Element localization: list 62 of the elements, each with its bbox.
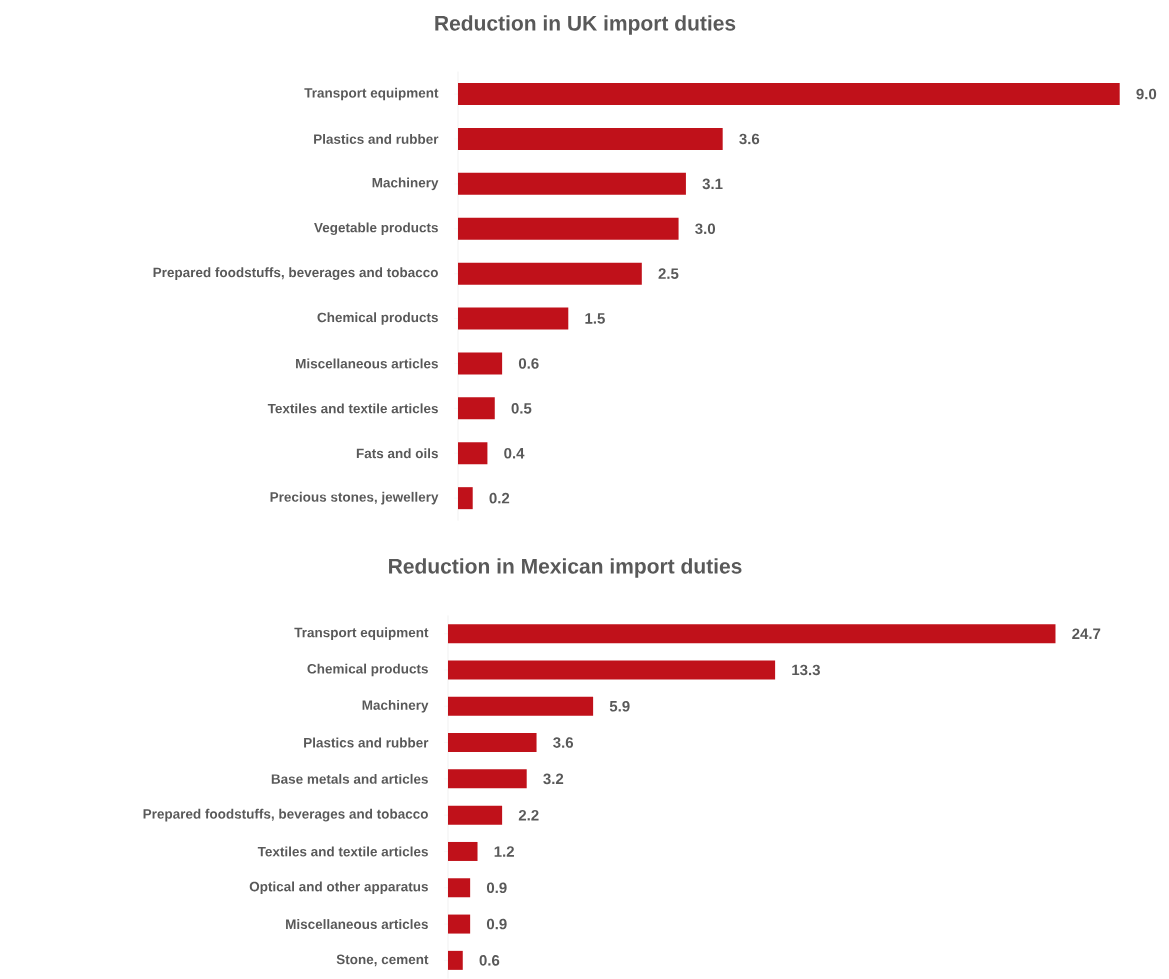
data-label: 0.6 bbox=[518, 358, 539, 369]
bar bbox=[458, 442, 488, 465]
data-label: 3.2 bbox=[543, 773, 564, 785]
bar bbox=[448, 769, 527, 789]
y-tick-label: Chemical products bbox=[307, 663, 428, 677]
bar bbox=[458, 217, 679, 240]
y-tick-label: Miscellaneous articles bbox=[286, 919, 428, 930]
bar bbox=[448, 660, 776, 680]
data-label: 0.9 bbox=[486, 918, 507, 930]
data-label: 1.2 bbox=[494, 846, 514, 857]
y-tick-label: Textiles and textile articles bbox=[257, 846, 428, 857]
data-label: 13.3 bbox=[792, 664, 820, 676]
data-label: 3.1 bbox=[702, 178, 723, 190]
bar bbox=[458, 83, 1120, 106]
data-label: 2.5 bbox=[658, 268, 679, 279]
y-tick-label: Textiles and textile articles bbox=[267, 403, 438, 414]
bar bbox=[448, 805, 503, 825]
data-label: 24.7 bbox=[1072, 628, 1101, 639]
data-label: 0.2 bbox=[489, 492, 510, 504]
y-tick-label: Vegetable products bbox=[314, 222, 438, 236]
y-tick-label: Prepared foodstuffs, beverages and tobacco bbox=[143, 808, 428, 822]
bar bbox=[458, 307, 569, 330]
y-tick-label: Prepared foodstuffs, beverages and tobacco bbox=[153, 267, 438, 280]
chart-title: Reduction in UK import duties bbox=[435, 15, 736, 35]
y-tick-label: Machinery bbox=[362, 699, 429, 713]
y-tick-label: Plastics and rubber bbox=[314, 134, 439, 144]
y-tick-label: Fats and oils bbox=[356, 448, 438, 459]
data-label: 0.4 bbox=[504, 447, 525, 459]
bar bbox=[448, 841, 478, 861]
bar bbox=[448, 733, 537, 753]
y-tick-label: Transport equipment bbox=[294, 627, 429, 640]
data-label: 0.9 bbox=[486, 882, 507, 894]
bar bbox=[458, 262, 642, 285]
bar bbox=[458, 352, 503, 375]
data-label: 5.9 bbox=[609, 700, 630, 712]
y-tick-label: Machinery bbox=[372, 177, 439, 191]
y-tick-label: Plastics and rubber bbox=[304, 737, 429, 748]
data-label: 3.6 bbox=[739, 133, 760, 145]
data-label: 3.6 bbox=[553, 737, 574, 748]
y-tick-label: Optical and other apparatus bbox=[249, 881, 428, 895]
bar bbox=[458, 127, 723, 150]
y-tick-label: Stone, cement bbox=[336, 954, 429, 967]
bar bbox=[448, 624, 1056, 644]
data-label: 3.0 bbox=[695, 223, 716, 235]
bar bbox=[448, 914, 471, 934]
bar bbox=[448, 878, 471, 898]
bar bbox=[458, 397, 495, 420]
data-label: 9.0 bbox=[1136, 88, 1157, 100]
y-tick-label: Miscellaneous articles bbox=[296, 358, 438, 369]
y-tick-label: Transport equipment bbox=[304, 87, 439, 101]
bar bbox=[458, 487, 473, 510]
data-label: 1.5 bbox=[585, 313, 605, 324]
data-label: 0.5 bbox=[511, 403, 532, 414]
y-tick-label: Precious stones, jewellery bbox=[270, 491, 439, 505]
data-label: 0.6 bbox=[479, 955, 500, 966]
chart-title: Reduction in Mexican import duties bbox=[389, 558, 742, 578]
data-label: 2.2 bbox=[518, 809, 539, 821]
bar bbox=[458, 172, 686, 195]
y-tick-label: Chemical products bbox=[317, 312, 438, 325]
y-tick-label: Base metals and articles bbox=[271, 773, 428, 784]
bar bbox=[448, 950, 463, 970]
bar bbox=[448, 696, 594, 716]
